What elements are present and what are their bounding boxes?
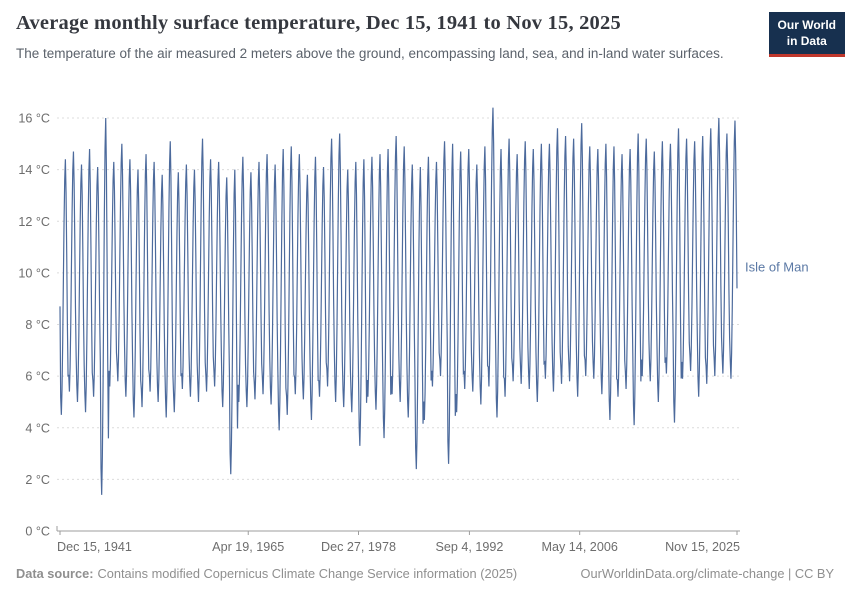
y-tick-label: 2 °C [25, 473, 50, 487]
data-source-text: Contains modified Copernicus Climate Cha… [97, 566, 518, 581]
owid-logo-line1: Our World [777, 18, 836, 32]
x-tick-label: Nov 15, 2025 [665, 540, 740, 554]
y-tick-label: 10 °C [18, 266, 50, 280]
chart-header: Average monthly surface temperature, Dec… [16, 12, 738, 64]
chart-footer: Data source: Contains modified Copernicus… [16, 566, 834, 581]
owid-logo-line2: in Data [786, 33, 827, 48]
temperature-line[interactable] [59, 107, 738, 495]
page-title: Average monthly surface temperature, Dec… [16, 12, 621, 34]
y-tick-label: 12 °C [18, 215, 50, 229]
data-source-label: Data source: [16, 566, 94, 581]
owid-logo[interactable]: Our World in Data [768, 12, 845, 58]
x-tick-label: Dec 15, 1941 [57, 540, 132, 554]
x-tick-label: Apr 19, 1965 [212, 540, 284, 554]
y-tick-label: 4 °C [25, 421, 50, 435]
y-tick-label: 8 °C [25, 318, 50, 332]
y-tick-label: 16 °C [18, 112, 50, 126]
owid-link[interactable]: OurWorldinData.org/climate-change | CC B… [580, 566, 834, 581]
x-tick-label: Dec 27, 1978 [321, 540, 396, 554]
x-tick-label: May 14, 2006 [542, 540, 618, 554]
y-tick-label: 6 °C [25, 370, 50, 384]
y-tick-label: 14 °C [18, 163, 50, 177]
x-tick-label: Sep 4, 1992 [435, 540, 503, 554]
data-source-note: Data source: Contains modified Copernicus… [16, 566, 517, 581]
chart-subtitle: The temperature of the air measured 2 me… [16, 46, 724, 61]
entity-label[interactable]: Isle of Man [745, 260, 809, 275]
y-tick-label: 0 °C [25, 525, 50, 539]
